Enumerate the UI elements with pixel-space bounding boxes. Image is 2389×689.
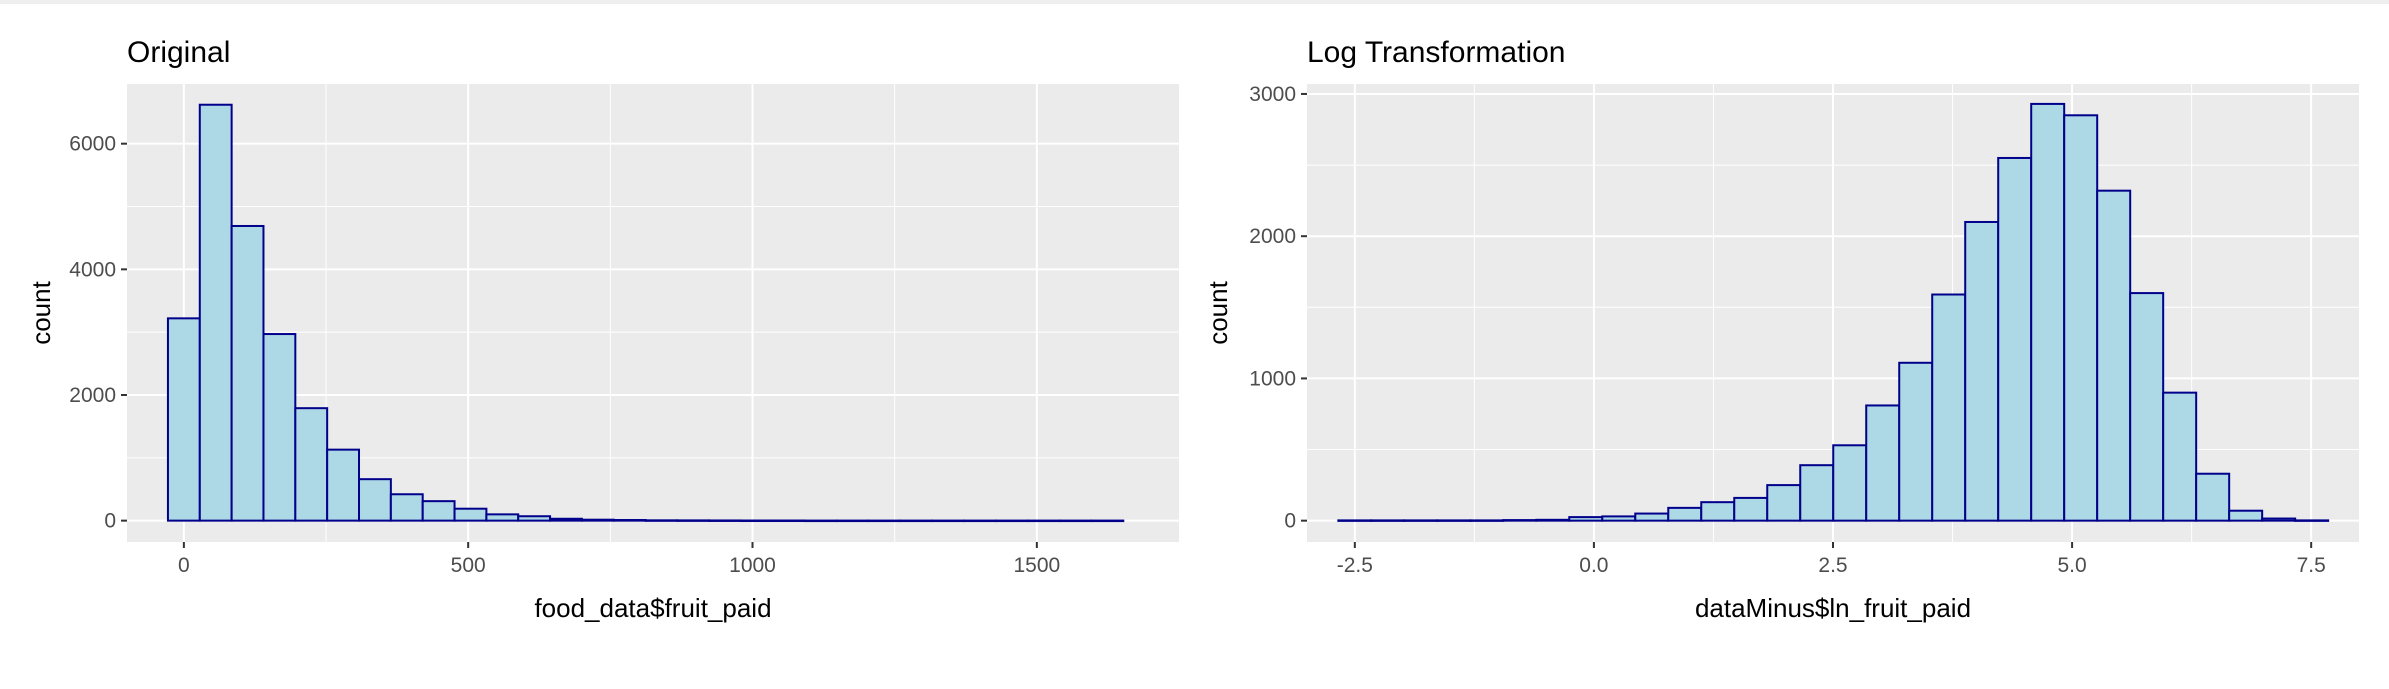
histogram-bar (2096, 189, 2132, 522)
histogram-bar (740, 519, 774, 523)
histogram-bar (676, 519, 711, 522)
histogram-bar (1832, 444, 1868, 522)
histogram-bar (771, 519, 806, 523)
histogram-bar (2162, 391, 2198, 522)
histogram-bar (1667, 506, 1703, 522)
y-axis: 0 1000 2000 3000 (1249, 83, 1307, 533)
x-axis: -2.5 0.0 2.5 5.0 7.5 (1337, 542, 2326, 577)
histogram-bar (1799, 464, 1835, 522)
histogram-bar (262, 333, 297, 522)
y-tick-label: 0 (1284, 510, 1296, 533)
histogram-bar (1601, 515, 1637, 522)
histogram-bar (1370, 519, 1406, 522)
y-axis-title: count (1203, 280, 1233, 344)
histogram-bar (453, 507, 488, 522)
histogram-bar (517, 515, 552, 522)
histogram-bar (1865, 404, 1901, 522)
bars (1337, 102, 2330, 522)
histogram-bar (1090, 519, 1125, 523)
histogram-bar (294, 407, 329, 522)
x-tick-label: 2.5 (1818, 554, 1847, 577)
histogram-bar (708, 519, 743, 522)
histogram-bar (1436, 519, 1472, 522)
histogram-bar (1700, 501, 1736, 522)
histogram-bar (867, 519, 902, 523)
histogram-bar (1502, 519, 1538, 522)
histogram-bar (835, 519, 870, 523)
y-tick-label: 4000 (69, 258, 116, 281)
histogram-bar (549, 517, 583, 522)
y-tick-label: 2000 (69, 384, 116, 407)
histogram-bar (644, 519, 679, 522)
histogram-bar (1535, 518, 1571, 522)
x-axis-title: food_data$fruit_paid (534, 593, 771, 623)
y-tick-label: 6000 (69, 133, 116, 156)
histogram-bar (326, 448, 361, 522)
histogram-bar (803, 519, 838, 523)
bars (166, 103, 1125, 523)
x-axis-title: dataMinus$ln_fruit_paid (1695, 593, 1971, 623)
histogram-bar (1766, 484, 1802, 522)
y-tick-label: 3000 (1249, 83, 1296, 106)
histogram-bar (1337, 519, 1373, 522)
chart-title: Log Transformation (1307, 36, 1565, 69)
histogram-bar (1469, 519, 1505, 522)
histogram-bar (612, 519, 647, 522)
histogram-bar (166, 317, 201, 522)
histogram-bar (1058, 519, 1093, 523)
x-tick-label: 1000 (729, 554, 776, 577)
top-border (0, 0, 2389, 4)
y-tick-label: 1000 (1249, 367, 1296, 390)
histogram-bar (421, 500, 456, 522)
histogram-bar (2063, 114, 2099, 522)
histogram-bar (1931, 293, 1967, 522)
histogram-bar (358, 478, 392, 522)
x-tick-label: 5.0 (2057, 554, 2086, 577)
histogram-original: Original 0 2000 4000 6000 0 500 1000 1500 food… (26, 36, 1179, 623)
histogram-bar (899, 519, 934, 523)
histogram-bar (1634, 512, 1670, 522)
x-tick-label: 500 (451, 554, 486, 577)
histogram-bar (485, 513, 520, 522)
x-axis: 0 500 1000 1500 (178, 542, 1060, 577)
x-tick-label: -2.5 (1337, 554, 1373, 577)
histogram-bar (2195, 472, 2231, 522)
chart-title: Original (127, 36, 230, 69)
histogram-bar (1733, 496, 1769, 522)
x-tick-label: 0.0 (1579, 554, 1608, 577)
y-tick-label: 0 (104, 510, 116, 533)
histogram-bar (931, 519, 966, 523)
x-tick-label: 1500 (1013, 554, 1060, 577)
histogram-bar (1898, 361, 1934, 522)
y-tick-label: 2000 (1249, 225, 1296, 248)
y-axis-title: count (26, 280, 56, 344)
histogram-bar (1568, 516, 1604, 522)
histogram-bar (2294, 519, 2330, 522)
histogram-bar (2228, 509, 2264, 522)
histogram-bar (580, 518, 615, 522)
x-tick-label: 7.5 (2297, 554, 2326, 577)
histogram-bar (198, 103, 233, 522)
histogram-bar (389, 493, 424, 522)
histogram-bar (994, 519, 1029, 523)
histogram-bar (2030, 102, 2066, 522)
histogram-bar (230, 224, 265, 522)
histogram-log-transformation: Log Transformation 0 1000 2000 3000 -2.5 0.0… (1203, 36, 2359, 623)
histogram-bar (1403, 519, 1439, 522)
y-axis: 0 2000 4000 6000 (69, 133, 127, 533)
histogram-bar (1964, 220, 2000, 522)
histogram-bar (1026, 519, 1061, 523)
x-tick-label: 0 (178, 554, 190, 577)
histogram-bar (2261, 517, 2297, 522)
histogram-bar (1997, 156, 2033, 522)
histogram-bar (963, 519, 997, 523)
histogram-bar (2129, 292, 2165, 522)
